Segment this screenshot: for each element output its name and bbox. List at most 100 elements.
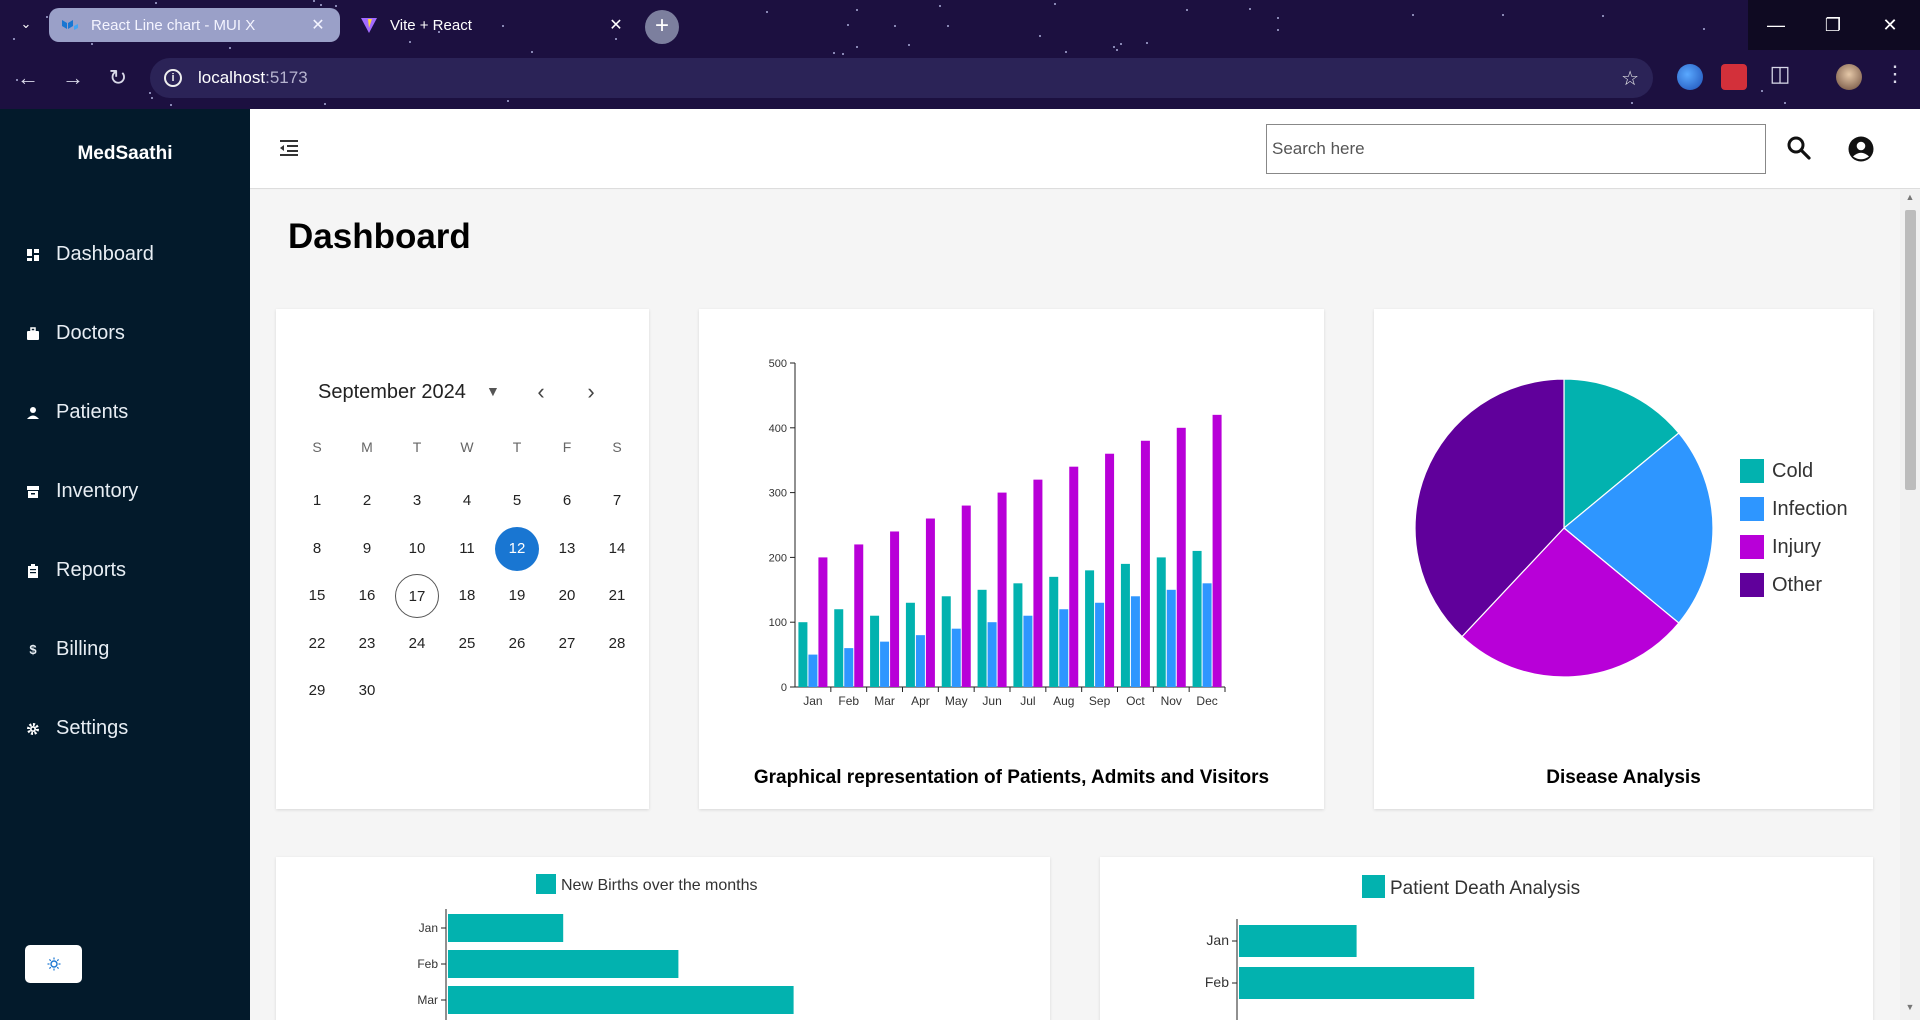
calendar-day[interactable]: 26 bbox=[508, 634, 526, 652]
calendar-prev-icon[interactable]: ‹ bbox=[537, 379, 545, 404]
calendar-day[interactable]: 20 bbox=[558, 587, 576, 604]
theme-toggle-button[interactable] bbox=[25, 945, 82, 983]
bar[interactable] bbox=[854, 544, 864, 687]
calendar-day[interactable]: 6 bbox=[562, 492, 572, 509]
calendar-day[interactable]: 7 bbox=[612, 492, 622, 509]
bar[interactable] bbox=[977, 589, 987, 687]
scrollbar-thumb[interactable] bbox=[1905, 210, 1916, 490]
bar[interactable] bbox=[905, 602, 915, 687]
calendar-day[interactable]: 10 bbox=[408, 539, 426, 557]
bar[interactable] bbox=[844, 648, 854, 687]
minimize-icon[interactable]: — bbox=[1767, 15, 1785, 35]
pie-slice[interactable] bbox=[1414, 378, 1565, 638]
new-tab-icon[interactable]: + bbox=[645, 10, 679, 44]
pie-slice[interactable] bbox=[1563, 378, 1680, 530]
bar[interactable] bbox=[1033, 479, 1043, 687]
bar[interactable] bbox=[1239, 925, 1357, 957]
bar[interactable] bbox=[1120, 563, 1130, 687]
extension-icon[interactable] bbox=[1721, 64, 1747, 90]
bar[interactable] bbox=[951, 628, 961, 687]
calendar-day[interactable]: 15 bbox=[308, 587, 326, 604]
calendar-day[interactable]: 24 bbox=[408, 634, 426, 652]
chevron-down-icon[interactable]: ▼ bbox=[486, 383, 500, 399]
bar[interactable] bbox=[798, 622, 808, 687]
calendar-day[interactable]: 16 bbox=[358, 587, 376, 604]
calendar-day[interactable]: 12 bbox=[495, 526, 539, 571]
bar[interactable] bbox=[1105, 453, 1115, 687]
calendar-day[interactable]: 28 bbox=[608, 634, 626, 652]
pie-slice[interactable] bbox=[1461, 527, 1680, 678]
calendar-day[interactable]: 17 bbox=[395, 574, 439, 618]
bar[interactable] bbox=[448, 950, 679, 978]
calendar-day[interactable]: 19 bbox=[508, 587, 526, 604]
bar[interactable] bbox=[870, 615, 880, 687]
bar[interactable] bbox=[1176, 427, 1186, 687]
sidebar-item-reports[interactable]: Reports bbox=[26, 559, 126, 582]
bar[interactable] bbox=[1156, 557, 1166, 687]
bar[interactable] bbox=[997, 492, 1007, 687]
bar[interactable] bbox=[880, 641, 890, 687]
bar[interactable] bbox=[925, 518, 935, 687]
bar[interactable] bbox=[1239, 967, 1475, 999]
calendar-day[interactable]: 27 bbox=[558, 634, 576, 652]
scroll-down-icon[interactable]: ▼ bbox=[1905, 1002, 1915, 1012]
calendar-day[interactable]: 1 bbox=[312, 492, 322, 509]
sidebar-item-doctors[interactable]: Doctors bbox=[26, 322, 125, 345]
page-scrollbar[interactable]: ▲ ▼ bbox=[1900, 190, 1920, 1020]
calendar-day[interactable]: 2 bbox=[362, 492, 372, 509]
back-icon[interactable]: ← bbox=[17, 65, 39, 90]
site-info-icon[interactable]: i bbox=[164, 69, 182, 87]
restore-icon[interactable]: ❐ bbox=[1824, 15, 1842, 35]
bar[interactable] bbox=[1192, 550, 1202, 687]
bar[interactable] bbox=[1095, 602, 1105, 687]
bar[interactable] bbox=[1140, 440, 1150, 687]
bar[interactable] bbox=[1166, 589, 1176, 687]
calendar-day[interactable]: 22 bbox=[308, 634, 326, 652]
bar[interactable] bbox=[448, 986, 794, 1014]
bar[interactable] bbox=[1049, 576, 1059, 687]
bar[interactable] bbox=[1130, 596, 1140, 687]
bar[interactable] bbox=[941, 596, 951, 687]
calendar-day[interactable]: 23 bbox=[358, 634, 376, 652]
calendar-day[interactable]: 5 bbox=[512, 492, 522, 509]
calendar-day[interactable]: 30 bbox=[358, 682, 376, 699]
bar[interactable] bbox=[808, 654, 818, 687]
tab-react-line-chart[interactable]: React Line chart - MUI X ✕ bbox=[49, 8, 340, 42]
bar[interactable] bbox=[1085, 570, 1095, 687]
bar[interactable] bbox=[987, 622, 997, 687]
profile-avatar[interactable] bbox=[1836, 64, 1862, 90]
bar[interactable] bbox=[818, 557, 828, 687]
address-bar[interactable]: i localhost:5173 ☆ bbox=[150, 58, 1653, 98]
tab-vite-react[interactable]: Vite + React ✕ bbox=[348, 8, 638, 42]
calendar-day[interactable]: 8 bbox=[312, 539, 322, 557]
scroll-up-icon[interactable]: ▲ bbox=[1905, 192, 1915, 202]
tab-search-dropdown-icon[interactable]: ⌄ bbox=[20, 16, 32, 31]
bar[interactable] bbox=[834, 609, 844, 687]
extension-icon[interactable] bbox=[1677, 64, 1703, 90]
calendar-day[interactable]: 14 bbox=[608, 539, 626, 557]
calendar-day[interactable]: 18 bbox=[458, 587, 476, 604]
bar[interactable] bbox=[1202, 583, 1212, 687]
calendar-day[interactable]: 21 bbox=[608, 587, 626, 604]
search-input[interactable] bbox=[1266, 124, 1766, 174]
bar[interactable] bbox=[1212, 414, 1222, 687]
calendar-day[interactable]: 25 bbox=[458, 634, 476, 652]
sidebar-item-patients[interactable]: Patients bbox=[26, 401, 128, 424]
account-circle-icon[interactable] bbox=[1847, 135, 1875, 163]
sidebar-item-dashboard[interactable]: Dashboard bbox=[26, 243, 154, 266]
bar[interactable] bbox=[1013, 583, 1023, 687]
calendar-next-icon[interactable]: › bbox=[587, 379, 595, 404]
close-window-icon[interactable]: ✕ bbox=[1882, 15, 1898, 35]
search-icon[interactable] bbox=[1786, 135, 1812, 161]
reload-icon[interactable]: ↻ bbox=[108, 65, 128, 90]
bar[interactable] bbox=[448, 914, 564, 942]
calendar-day[interactable]: 4 bbox=[462, 492, 472, 509]
sidebar-item-settings[interactable]: Settings bbox=[26, 717, 128, 740]
calendar-day[interactable]: 29 bbox=[308, 682, 326, 699]
bar[interactable] bbox=[890, 531, 900, 687]
tab-close-icon[interactable]: ✕ bbox=[609, 17, 623, 34]
calendar-day[interactable]: 9 bbox=[362, 539, 372, 557]
bar[interactable] bbox=[1059, 609, 1069, 687]
sidebar-item-billing[interactable]: $ Billing bbox=[26, 638, 109, 661]
bookmark-star-icon[interactable]: ☆ bbox=[1621, 68, 1639, 90]
